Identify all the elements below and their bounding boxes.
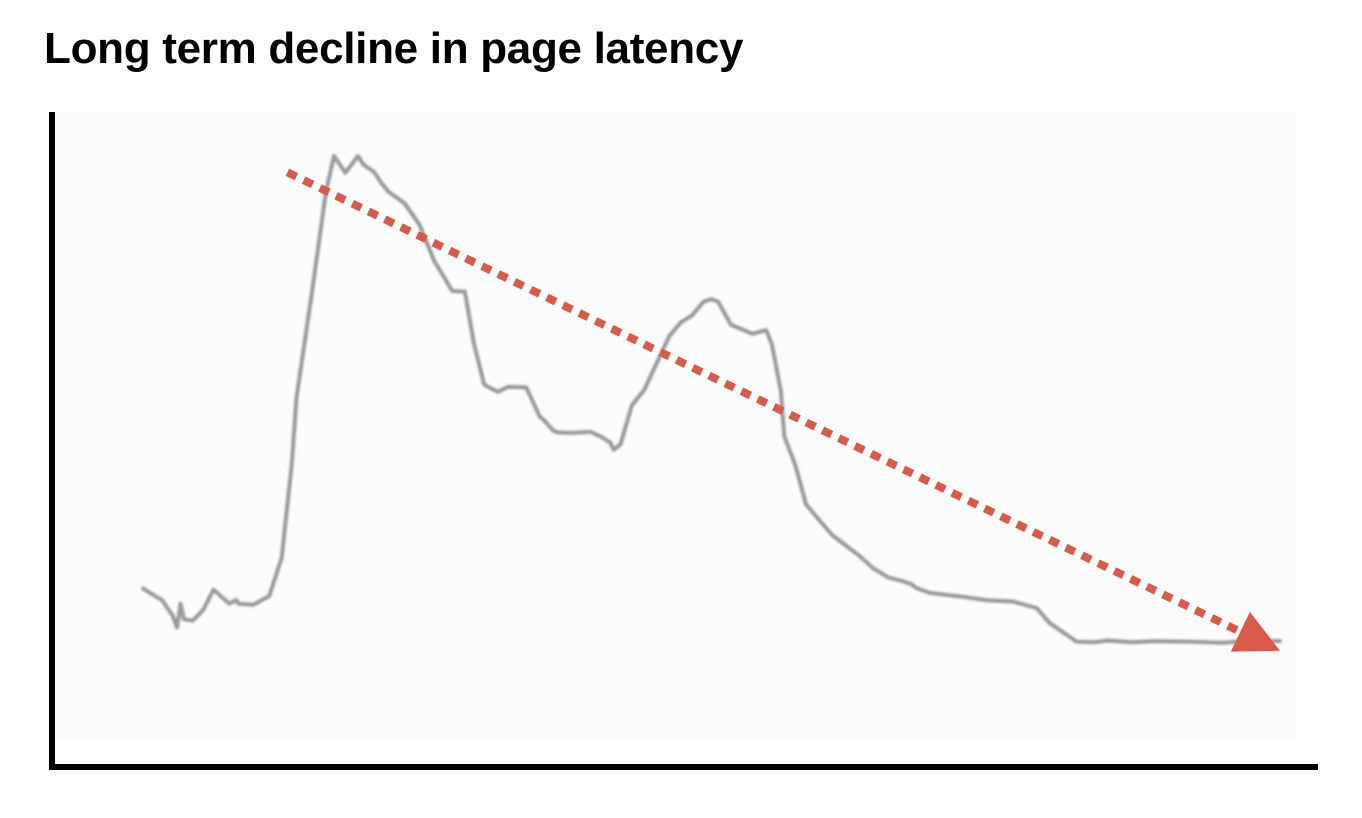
- trend-line: [285, 168, 1248, 638]
- trend-arrowhead: [1230, 611, 1280, 652]
- latency-line: [141, 154, 1282, 645]
- chart-title: Long term decline in page latency: [44, 24, 744, 73]
- plot-area: [56, 112, 1296, 738]
